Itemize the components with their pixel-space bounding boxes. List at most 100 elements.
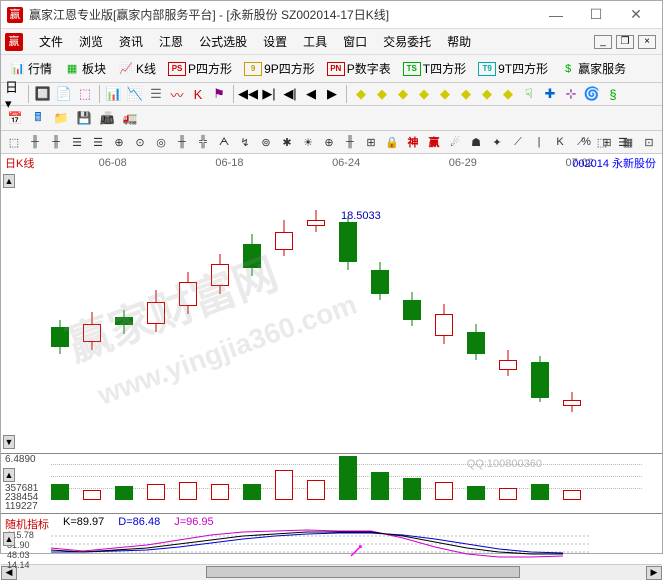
- tb2-icon-11[interactable]: ▶|: [260, 85, 278, 103]
- tb4-icon-0[interactable]: ⬚: [5, 133, 23, 151]
- tb4r-icon-2[interactable]: ▦: [619, 133, 637, 151]
- tb4-icon-7[interactable]: ◎: [152, 133, 170, 151]
- menu-公式选股[interactable]: 公式选股: [191, 31, 255, 53]
- menu-设置[interactable]: 设置: [255, 31, 295, 53]
- tb2-icon-14[interactable]: ▶: [323, 85, 341, 103]
- tb2-icon-18[interactable]: ◆: [415, 85, 433, 103]
- chart-scroll-up-button[interactable]: ▲: [3, 174, 15, 188]
- tb-P数字表[interactable]: PNP数字表: [322, 57, 396, 80]
- tb3-icon-3[interactable]: 💾: [74, 108, 94, 128]
- close-button[interactable]: ✕: [616, 1, 656, 29]
- scrollbar-thumb[interactable]: [206, 566, 521, 578]
- tb3-icon-1[interactable]: 🖩: [28, 108, 48, 128]
- tb2-icon-25[interactable]: ⊹: [562, 85, 580, 103]
- tb2-icon-17[interactable]: ◆: [394, 85, 412, 103]
- tb4-icon-10[interactable]: ᗅ: [215, 133, 233, 151]
- menu-江恩[interactable]: 江恩: [151, 31, 191, 53]
- tb4r-icon-3[interactable]: ⊡: [640, 133, 658, 151]
- tb4-icon-13[interactable]: ✱: [278, 133, 296, 151]
- tb4-icon-26[interactable]: K: [551, 133, 569, 151]
- tb4-icon-2[interactable]: ╫: [47, 133, 65, 151]
- menu-窗口[interactable]: 窗口: [335, 31, 375, 53]
- tb3-icon-4[interactable]: 📠: [97, 108, 117, 128]
- volume-bar: [403, 478, 421, 500]
- menu-文件[interactable]: 文件: [31, 31, 71, 53]
- tb4-icon-8[interactable]: ╫: [173, 133, 191, 151]
- tb3-icon-2[interactable]: 📁: [51, 108, 71, 128]
- tb2-icon-16[interactable]: ◆: [373, 85, 391, 103]
- tb-P四方形[interactable]: PSP四方形: [163, 57, 237, 80]
- tb2-icon-9[interactable]: ⚑: [210, 85, 228, 103]
- tb4-icon-16[interactable]: ╫: [341, 133, 359, 151]
- tb2-icon-10[interactable]: ◀◀: [239, 85, 257, 103]
- tb4-icon-19[interactable]: 神: [404, 133, 422, 151]
- menu-帮助[interactable]: 帮助: [439, 31, 479, 53]
- maximize-button[interactable]: ☐: [576, 1, 616, 29]
- tb-9P四方形[interactable]: 99P四方形: [239, 57, 320, 80]
- menu-交易委托[interactable]: 交易委托: [375, 31, 439, 53]
- tb4-icon-14[interactable]: ☀: [299, 133, 317, 151]
- tb4-icon-3[interactable]: ☰: [68, 133, 86, 151]
- stochastic-indicator[interactable]: 随机指标 K=89.97 D=86.48 J=96.95 115.7881.90…: [1, 514, 662, 564]
- tb2-icon-15[interactable]: ◆: [352, 85, 370, 103]
- tb3-icon-5[interactable]: 🚛: [120, 108, 140, 128]
- menu-资讯[interactable]: 资讯: [111, 31, 151, 53]
- scroll-right-button[interactable]: ▶: [646, 566, 662, 580]
- tb4-icon-18[interactable]: 🔒: [383, 133, 401, 151]
- tb4-icon-20[interactable]: 赢: [425, 133, 443, 151]
- menu-工具[interactable]: 工具: [295, 31, 335, 53]
- tb-T四方形[interactable]: TST四方形: [398, 57, 471, 80]
- tb2-icon-3[interactable]: ⬚: [76, 85, 94, 103]
- tb2-icon-22[interactable]: ◆: [499, 85, 517, 103]
- tb2-icon-19[interactable]: ◆: [436, 85, 454, 103]
- tb2-icon-0[interactable]: 日▾: [5, 85, 23, 103]
- tb-赢家服务[interactable]: $赢家服务: [555, 57, 631, 80]
- tb4-icon-17[interactable]: ⊞: [362, 133, 380, 151]
- tb2-icon-21[interactable]: ◆: [478, 85, 496, 103]
- indicator-scroll-button[interactable]: ▲: [3, 532, 15, 546]
- tb4-icon-21[interactable]: ☄: [446, 133, 464, 151]
- tb2-icon-4[interactable]: 📊: [105, 85, 123, 103]
- tb2-icon-12[interactable]: ◀|: [281, 85, 299, 103]
- tb4-icon-12[interactable]: ⊚: [257, 133, 275, 151]
- tb3-icon-0[interactable]: 📅: [5, 108, 25, 128]
- tb4-icon-5[interactable]: ⊕: [110, 133, 128, 151]
- volume-chart[interactable]: 6.4890 357681238454119227 ▲ QQ:100800360: [1, 454, 662, 514]
- tb4-icon-6[interactable]: ⊙: [131, 133, 149, 151]
- tb4-icon-22[interactable]: ☗: [467, 133, 485, 151]
- tb2-icon-23[interactable]: ☟: [520, 85, 538, 103]
- horizontal-scrollbar[interactable]: ◀ ▶: [1, 564, 662, 580]
- tb4-icon-15[interactable]: ⊕: [320, 133, 338, 151]
- chart-scroll-down-button[interactable]: ▼: [3, 435, 15, 449]
- tb4-icon-25[interactable]: |: [530, 133, 548, 151]
- mdi-restore-button[interactable]: ❐: [616, 35, 634, 49]
- tb2-icon-5[interactable]: 📉: [126, 85, 144, 103]
- tb4r-icon-1[interactable]: ⊞: [598, 133, 616, 151]
- menu-浏览[interactable]: 浏览: [71, 31, 111, 53]
- tb2-icon-26[interactable]: 🌀: [583, 85, 601, 103]
- tb2-icon-6[interactable]: ☰: [147, 85, 165, 103]
- tb4-icon-9[interactable]: ╬: [194, 133, 212, 151]
- tb4-icon-4[interactable]: ☰: [89, 133, 107, 151]
- mdi-minimize-button[interactable]: _: [594, 35, 612, 49]
- tb4-icon-1[interactable]: ╫: [26, 133, 44, 151]
- tb4-icon-24[interactable]: ⟋: [509, 133, 527, 151]
- tb4-icon-23[interactable]: ✦: [488, 133, 506, 151]
- tb4r-icon-0[interactable]: %: [577, 133, 595, 151]
- tb2-icon-13[interactable]: ◀: [302, 85, 320, 103]
- tb-板块[interactable]: ▦板块: [59, 57, 111, 80]
- tb2-icon-8[interactable]: K: [189, 85, 207, 103]
- tb4-icon-11[interactable]: ↯: [236, 133, 254, 151]
- tb2-icon-1[interactable]: 🔲: [34, 85, 52, 103]
- tb-K线[interactable]: 📈K线: [113, 57, 161, 80]
- candlestick-chart[interactable]: 日K线 06-0806-1806-2406-2907-02 002014 永新股…: [1, 154, 662, 454]
- volume-scroll-button[interactable]: ▲: [3, 468, 15, 482]
- tb2-icon-2[interactable]: 📄: [55, 85, 73, 103]
- tb2-icon-24[interactable]: ✚: [541, 85, 559, 103]
- mdi-close-button[interactable]: ×: [638, 35, 656, 49]
- tb2-icon-27[interactable]: §: [604, 85, 622, 103]
- tb-9T四方形[interactable]: T99T四方形: [473, 57, 553, 80]
- tb2-icon-7[interactable]: 〰: [168, 85, 186, 103]
- tb2-icon-20[interactable]: ◆: [457, 85, 475, 103]
- minimize-button[interactable]: —: [536, 1, 576, 29]
